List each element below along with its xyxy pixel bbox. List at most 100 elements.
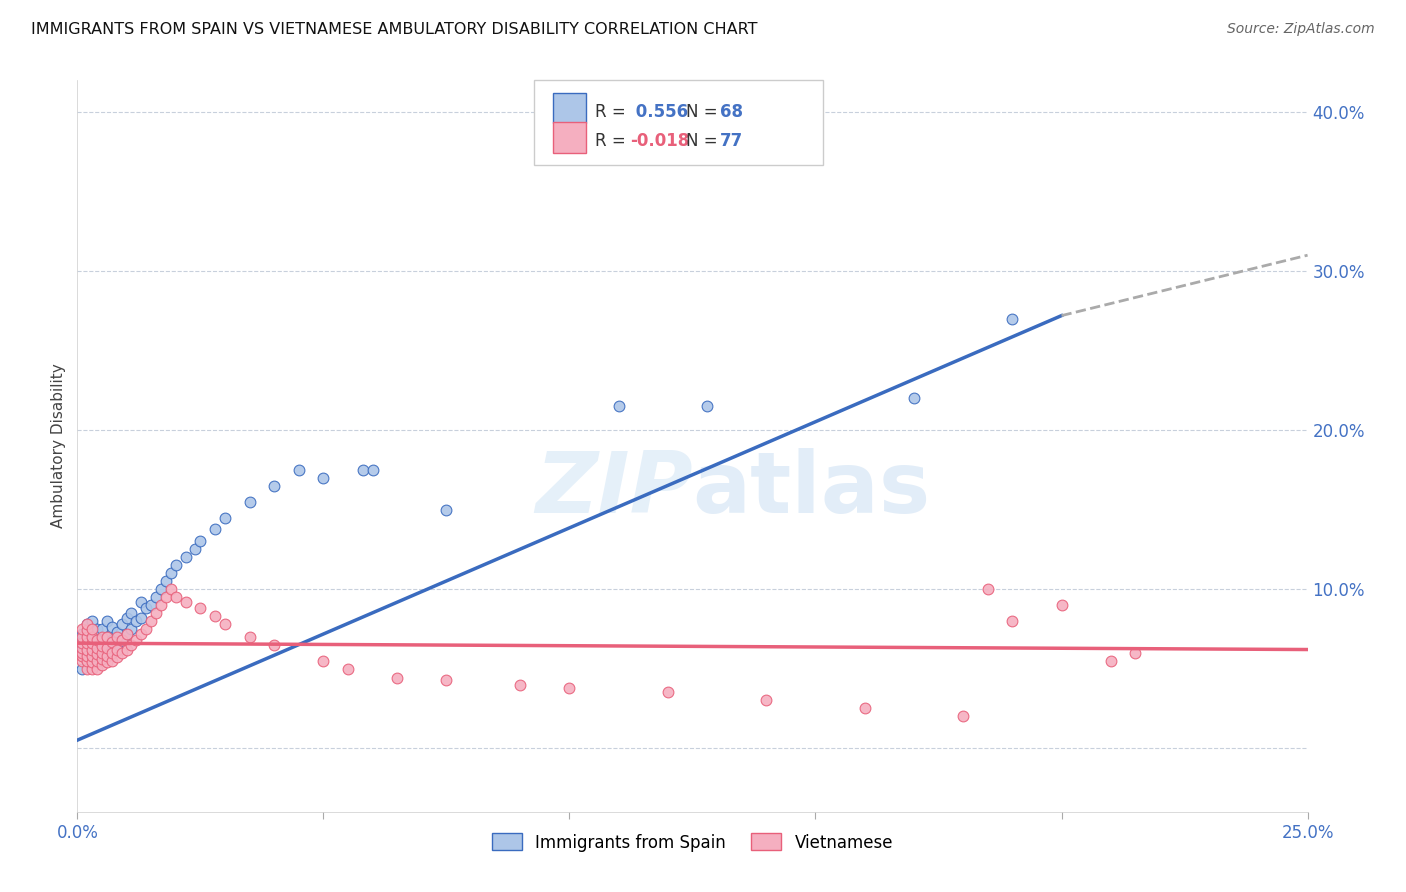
Point — [86, 648, 108, 663]
Point — [558, 681, 581, 695]
Point — [436, 502, 458, 516]
Point — [76, 632, 98, 647]
Point — [115, 626, 138, 640]
Point — [188, 601, 212, 615]
Point — [96, 655, 118, 669]
Point — [165, 590, 187, 604]
Point — [76, 642, 98, 657]
Point — [90, 642, 114, 657]
Point — [82, 614, 104, 628]
Point — [70, 654, 93, 668]
Point — [145, 606, 167, 620]
Point — [70, 640, 93, 655]
Point — [101, 642, 124, 657]
Point — [239, 494, 262, 508]
Point — [135, 622, 157, 636]
Point — [263, 479, 285, 493]
Point — [90, 632, 114, 647]
Point — [1099, 654, 1122, 668]
Point — [115, 611, 138, 625]
Point — [125, 614, 148, 628]
Point — [76, 617, 98, 632]
Point — [96, 614, 118, 628]
Point — [657, 685, 679, 699]
Point — [96, 640, 118, 655]
Point — [509, 677, 531, 691]
Point — [155, 574, 177, 589]
Point — [115, 626, 138, 640]
Point — [150, 582, 173, 596]
Text: R =: R = — [595, 132, 631, 150]
Point — [607, 399, 630, 413]
Point — [82, 642, 104, 657]
Point — [70, 662, 93, 676]
Point — [96, 646, 118, 660]
Point — [86, 634, 108, 648]
Point — [129, 595, 153, 609]
Point — [1050, 598, 1073, 612]
Point — [214, 510, 236, 524]
Point — [145, 590, 167, 604]
Text: Source: ZipAtlas.com: Source: ZipAtlas.com — [1227, 22, 1375, 37]
Point — [101, 632, 124, 647]
Point — [86, 648, 108, 662]
Point — [352, 463, 374, 477]
Point — [115, 642, 138, 657]
Point — [90, 648, 114, 663]
Point — [101, 634, 124, 648]
Point — [361, 463, 384, 477]
Point — [101, 646, 124, 660]
Point — [86, 654, 108, 668]
Point — [129, 626, 153, 640]
Point — [76, 654, 98, 668]
Point — [96, 638, 118, 652]
Point — [121, 606, 143, 620]
Point — [160, 582, 183, 596]
Point — [337, 662, 360, 676]
Point — [105, 625, 128, 640]
Point — [76, 617, 98, 632]
Point — [129, 611, 153, 625]
Point — [755, 693, 778, 707]
Point — [82, 646, 104, 660]
Point — [86, 662, 108, 676]
Text: ZIP: ZIP — [534, 449, 693, 532]
Point — [952, 709, 974, 723]
Point — [82, 625, 104, 640]
Text: N =: N = — [686, 132, 723, 150]
Point — [70, 648, 93, 663]
Text: 0.556: 0.556 — [630, 103, 688, 120]
Point — [82, 648, 104, 663]
Point — [312, 654, 335, 668]
Point — [82, 636, 104, 650]
Text: 68: 68 — [720, 103, 742, 120]
Point — [86, 632, 108, 647]
Point — [82, 630, 104, 644]
Point — [82, 622, 104, 636]
Point — [82, 636, 104, 650]
Point — [90, 658, 114, 673]
Point — [96, 648, 118, 663]
Point — [96, 630, 118, 644]
Point — [82, 655, 104, 669]
Point — [76, 630, 98, 644]
Point — [204, 522, 226, 536]
Point — [141, 614, 163, 628]
Point — [141, 598, 163, 612]
Point — [70, 626, 93, 640]
Point — [70, 646, 93, 660]
Point — [188, 534, 212, 549]
Point — [853, 701, 876, 715]
Point — [121, 638, 143, 652]
Point — [86, 642, 108, 657]
Point — [70, 630, 93, 644]
Point — [385, 671, 409, 685]
Point — [155, 590, 177, 604]
Point — [82, 654, 104, 668]
Point — [90, 630, 114, 644]
Point — [76, 654, 98, 668]
Point — [204, 609, 226, 624]
Point — [105, 630, 128, 644]
Point — [184, 542, 207, 557]
Point — [111, 646, 132, 660]
